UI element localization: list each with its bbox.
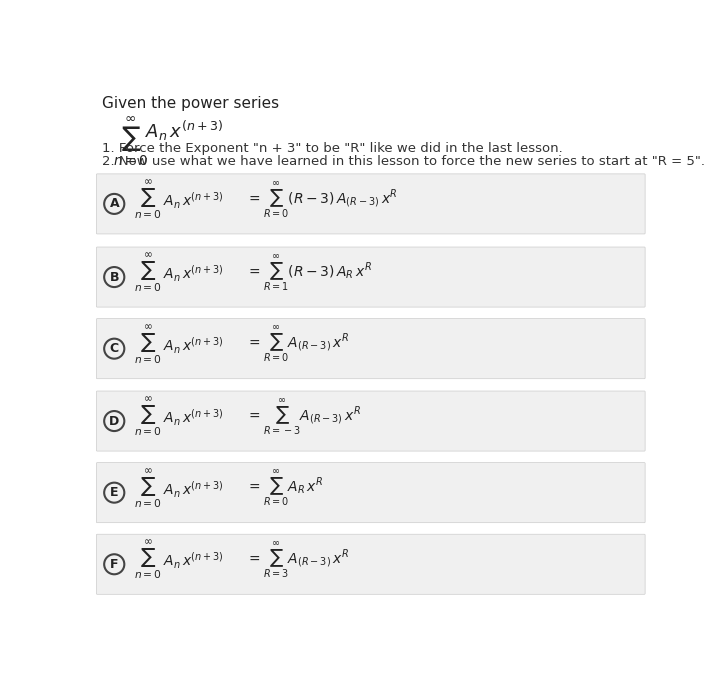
Text: A: A [109, 198, 119, 210]
FancyBboxPatch shape [96, 318, 645, 379]
Text: Given the power series: Given the power series [102, 96, 279, 111]
Text: $A_n\, x^{(n+3)}$: $A_n\, x^{(n+3)}$ [163, 191, 224, 211]
Text: $A_n\, x^{(n+3)}$: $A_n\, x^{(n+3)}$ [163, 479, 224, 500]
Text: $\sum_{n=0}^{\infty}$: $\sum_{n=0}^{\infty}$ [134, 178, 162, 222]
Text: $A_n\, x^{(n+3)}$: $A_n\, x^{(n+3)}$ [163, 408, 224, 428]
Text: $\sum_{n=0}^{\infty}$: $\sum_{n=0}^{\infty}$ [134, 395, 162, 439]
Text: $\sum_{n=0}^{\infty}$: $\sum_{n=0}^{\infty}$ [134, 251, 162, 295]
Text: $A_n\, x^{(n+3)}$: $A_n\, x^{(n+3)}$ [163, 335, 224, 356]
Text: 2. Now use what we have learned in this lesson to force the new series to start : 2. Now use what we have learned in this … [102, 155, 705, 168]
Text: $= \sum_{R=1}^{\infty} (R-3)\, A_R\, x^R$: $= \sum_{R=1}^{\infty} (R-3)\, A_R\, x^R… [246, 254, 372, 293]
Text: 1. Force the Exponent "n + 3" to be "R" like we did in the last lesson.: 1. Force the Exponent "n + 3" to be "R" … [102, 143, 563, 155]
Text: D: D [109, 415, 119, 428]
Text: B: B [109, 270, 119, 284]
FancyBboxPatch shape [96, 534, 645, 594]
Text: $\sum_{n=0}^{\infty}$: $\sum_{n=0}^{\infty}$ [113, 115, 148, 168]
FancyBboxPatch shape [96, 391, 645, 451]
Text: $= \sum_{R=-3}^{\infty} A_{(R-3)}\, x^R$: $= \sum_{R=-3}^{\infty} A_{(R-3)}\, x^R$ [246, 398, 361, 437]
Text: $= \sum_{R=0}^{\infty} A_R\, x^R$: $= \sum_{R=0}^{\infty} A_R\, x^R$ [246, 469, 323, 509]
Text: $A_n\, x^{(n+3)}$: $A_n\, x^{(n+3)}$ [146, 118, 223, 143]
Text: $= \sum_{R=3}^{\infty} A_{(R-3)}\, x^R$: $= \sum_{R=3}^{\infty} A_{(R-3)}\, x^R$ [246, 541, 349, 580]
FancyBboxPatch shape [96, 247, 645, 307]
Text: C: C [110, 342, 119, 355]
FancyBboxPatch shape [96, 174, 645, 234]
Text: $= \sum_{R=0}^{\infty} A_{(R-3)}\, x^R$: $= \sum_{R=0}^{\infty} A_{(R-3)}\, x^R$ [246, 325, 349, 365]
Text: $A_n\, x^{(n+3)}$: $A_n\, x^{(n+3)}$ [163, 264, 224, 284]
Text: F: F [110, 557, 119, 571]
Text: $= \sum_{R=0}^{\infty} (R-3)\, A_{(R-3)}\, x^R$: $= \sum_{R=0}^{\infty} (R-3)\, A_{(R-3)}… [246, 181, 397, 219]
Text: $\sum_{n=0}^{\infty}$: $\sum_{n=0}^{\infty}$ [134, 323, 162, 367]
FancyBboxPatch shape [96, 462, 645, 523]
Text: $\sum_{n=0}^{\infty}$: $\sum_{n=0}^{\infty}$ [134, 538, 162, 583]
Text: $A_n\, x^{(n+3)}$: $A_n\, x^{(n+3)}$ [163, 551, 224, 571]
Text: E: E [110, 486, 119, 499]
Text: $\sum_{n=0}^{\infty}$: $\sum_{n=0}^{\infty}$ [134, 467, 162, 511]
